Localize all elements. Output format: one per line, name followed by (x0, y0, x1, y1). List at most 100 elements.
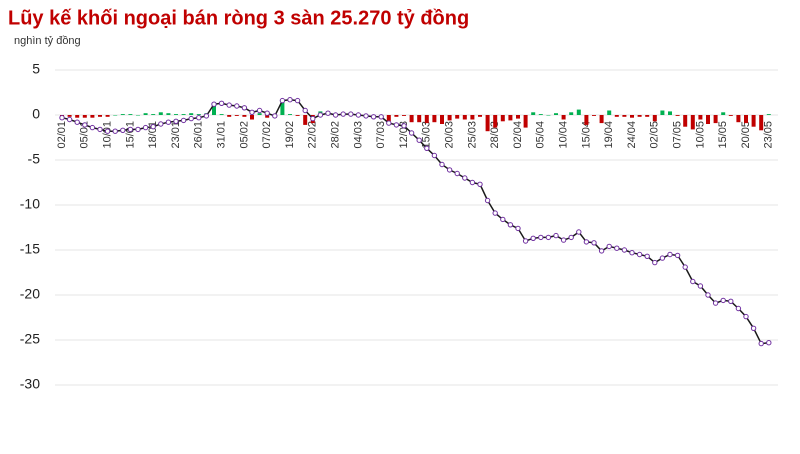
x-tick-label: 02/01 (56, 121, 68, 149)
line-marker (188, 115, 194, 122)
line-marker (401, 123, 407, 129)
bar (288, 114, 292, 115)
line-marker (370, 114, 377, 120)
x-tick-label: 02/04 (512, 121, 524, 149)
line-marker (158, 121, 164, 127)
bar (630, 115, 634, 118)
line-marker (598, 248, 605, 254)
line-marker (652, 259, 658, 266)
line-marker (104, 128, 111, 134)
line-marker (234, 103, 240, 109)
line-marker (568, 234, 574, 241)
x-tick-label: 07/05 (672, 121, 684, 149)
bar (607, 110, 612, 115)
x-tick-label: 02/05 (649, 121, 661, 149)
line-marker (591, 240, 597, 246)
line-marker (196, 115, 202, 121)
bar (242, 115, 247, 117)
bar (721, 112, 726, 115)
line-marker (89, 124, 96, 131)
bar (493, 115, 498, 128)
bar (128, 114, 133, 115)
x-tick-label: 15/04 (580, 121, 592, 149)
line-marker (614, 245, 620, 251)
y-tick-label: -5 (28, 151, 41, 167)
y-tick-label: 5 (32, 61, 40, 77)
line-marker (743, 313, 749, 320)
y-tick-label: -25 (20, 331, 40, 347)
bar (250, 115, 254, 120)
line-marker (583, 239, 590, 245)
bar (713, 115, 718, 124)
bar (90, 115, 95, 118)
bar (683, 115, 688, 127)
x-tick-label: 10/05 (694, 121, 706, 149)
bar (265, 115, 270, 118)
bar (75, 115, 80, 118)
x-tick-label: 26/01 (193, 121, 205, 149)
line-marker (644, 253, 650, 259)
bar (485, 115, 490, 132)
x-tick-label: 28/02 (330, 121, 342, 149)
x-tick-label: 15/05 (717, 121, 729, 149)
bar (440, 115, 444, 124)
bar (766, 114, 771, 115)
bar (576, 109, 581, 115)
line-marker (454, 170, 460, 177)
bar (120, 114, 125, 115)
line-marker (735, 305, 742, 312)
bar (470, 115, 475, 120)
y-tick-label: -10 (20, 196, 40, 212)
line-marker (310, 115, 316, 122)
bar (675, 115, 680, 116)
line-marker (173, 118, 179, 125)
bar (728, 115, 733, 116)
line-marker (690, 278, 696, 285)
line-marker (317, 112, 324, 118)
bar (113, 115, 118, 116)
line-marker (408, 130, 415, 136)
line-marker (697, 283, 704, 289)
bar (690, 115, 695, 130)
x-tick-label: 25/03 (466, 121, 478, 149)
x-tick-label: 23/01 (170, 121, 182, 149)
line-marker (728, 298, 734, 304)
bar (417, 115, 422, 123)
line-marker (150, 124, 156, 130)
line-marker (500, 216, 506, 223)
x-tick-label: 23/05 (763, 121, 775, 149)
cumulative-line (61, 98, 769, 345)
line-marker (545, 234, 552, 241)
bar (546, 115, 551, 116)
line-marker (720, 297, 726, 304)
bar (531, 112, 536, 115)
bar (402, 115, 406, 116)
x-tick-label: 19/04 (603, 121, 615, 149)
bar (105, 115, 110, 117)
line-marker (302, 107, 308, 114)
bar (462, 115, 467, 120)
bar (622, 115, 627, 117)
x-tick-label: 20/05 (740, 121, 752, 149)
x-tick-label: 10/04 (558, 121, 570, 149)
line-marker (59, 115, 65, 121)
bar (424, 115, 429, 124)
line-marker (522, 238, 529, 244)
bar (303, 115, 308, 125)
line-marker (431, 152, 438, 159)
bar (212, 103, 216, 115)
line-marker (515, 225, 521, 232)
line-marker (241, 105, 248, 111)
bar (736, 115, 741, 123)
line-marker (576, 229, 582, 235)
line-marker (325, 110, 331, 116)
line-marker (530, 235, 536, 242)
line-marker (127, 126, 134, 133)
line-marker (462, 175, 468, 181)
x-tick-label: 31/01 (216, 121, 228, 149)
line-marker (766, 340, 772, 346)
bar (554, 113, 558, 115)
line-marker (355, 112, 362, 118)
bar (645, 115, 650, 117)
line-marker (363, 113, 369, 119)
